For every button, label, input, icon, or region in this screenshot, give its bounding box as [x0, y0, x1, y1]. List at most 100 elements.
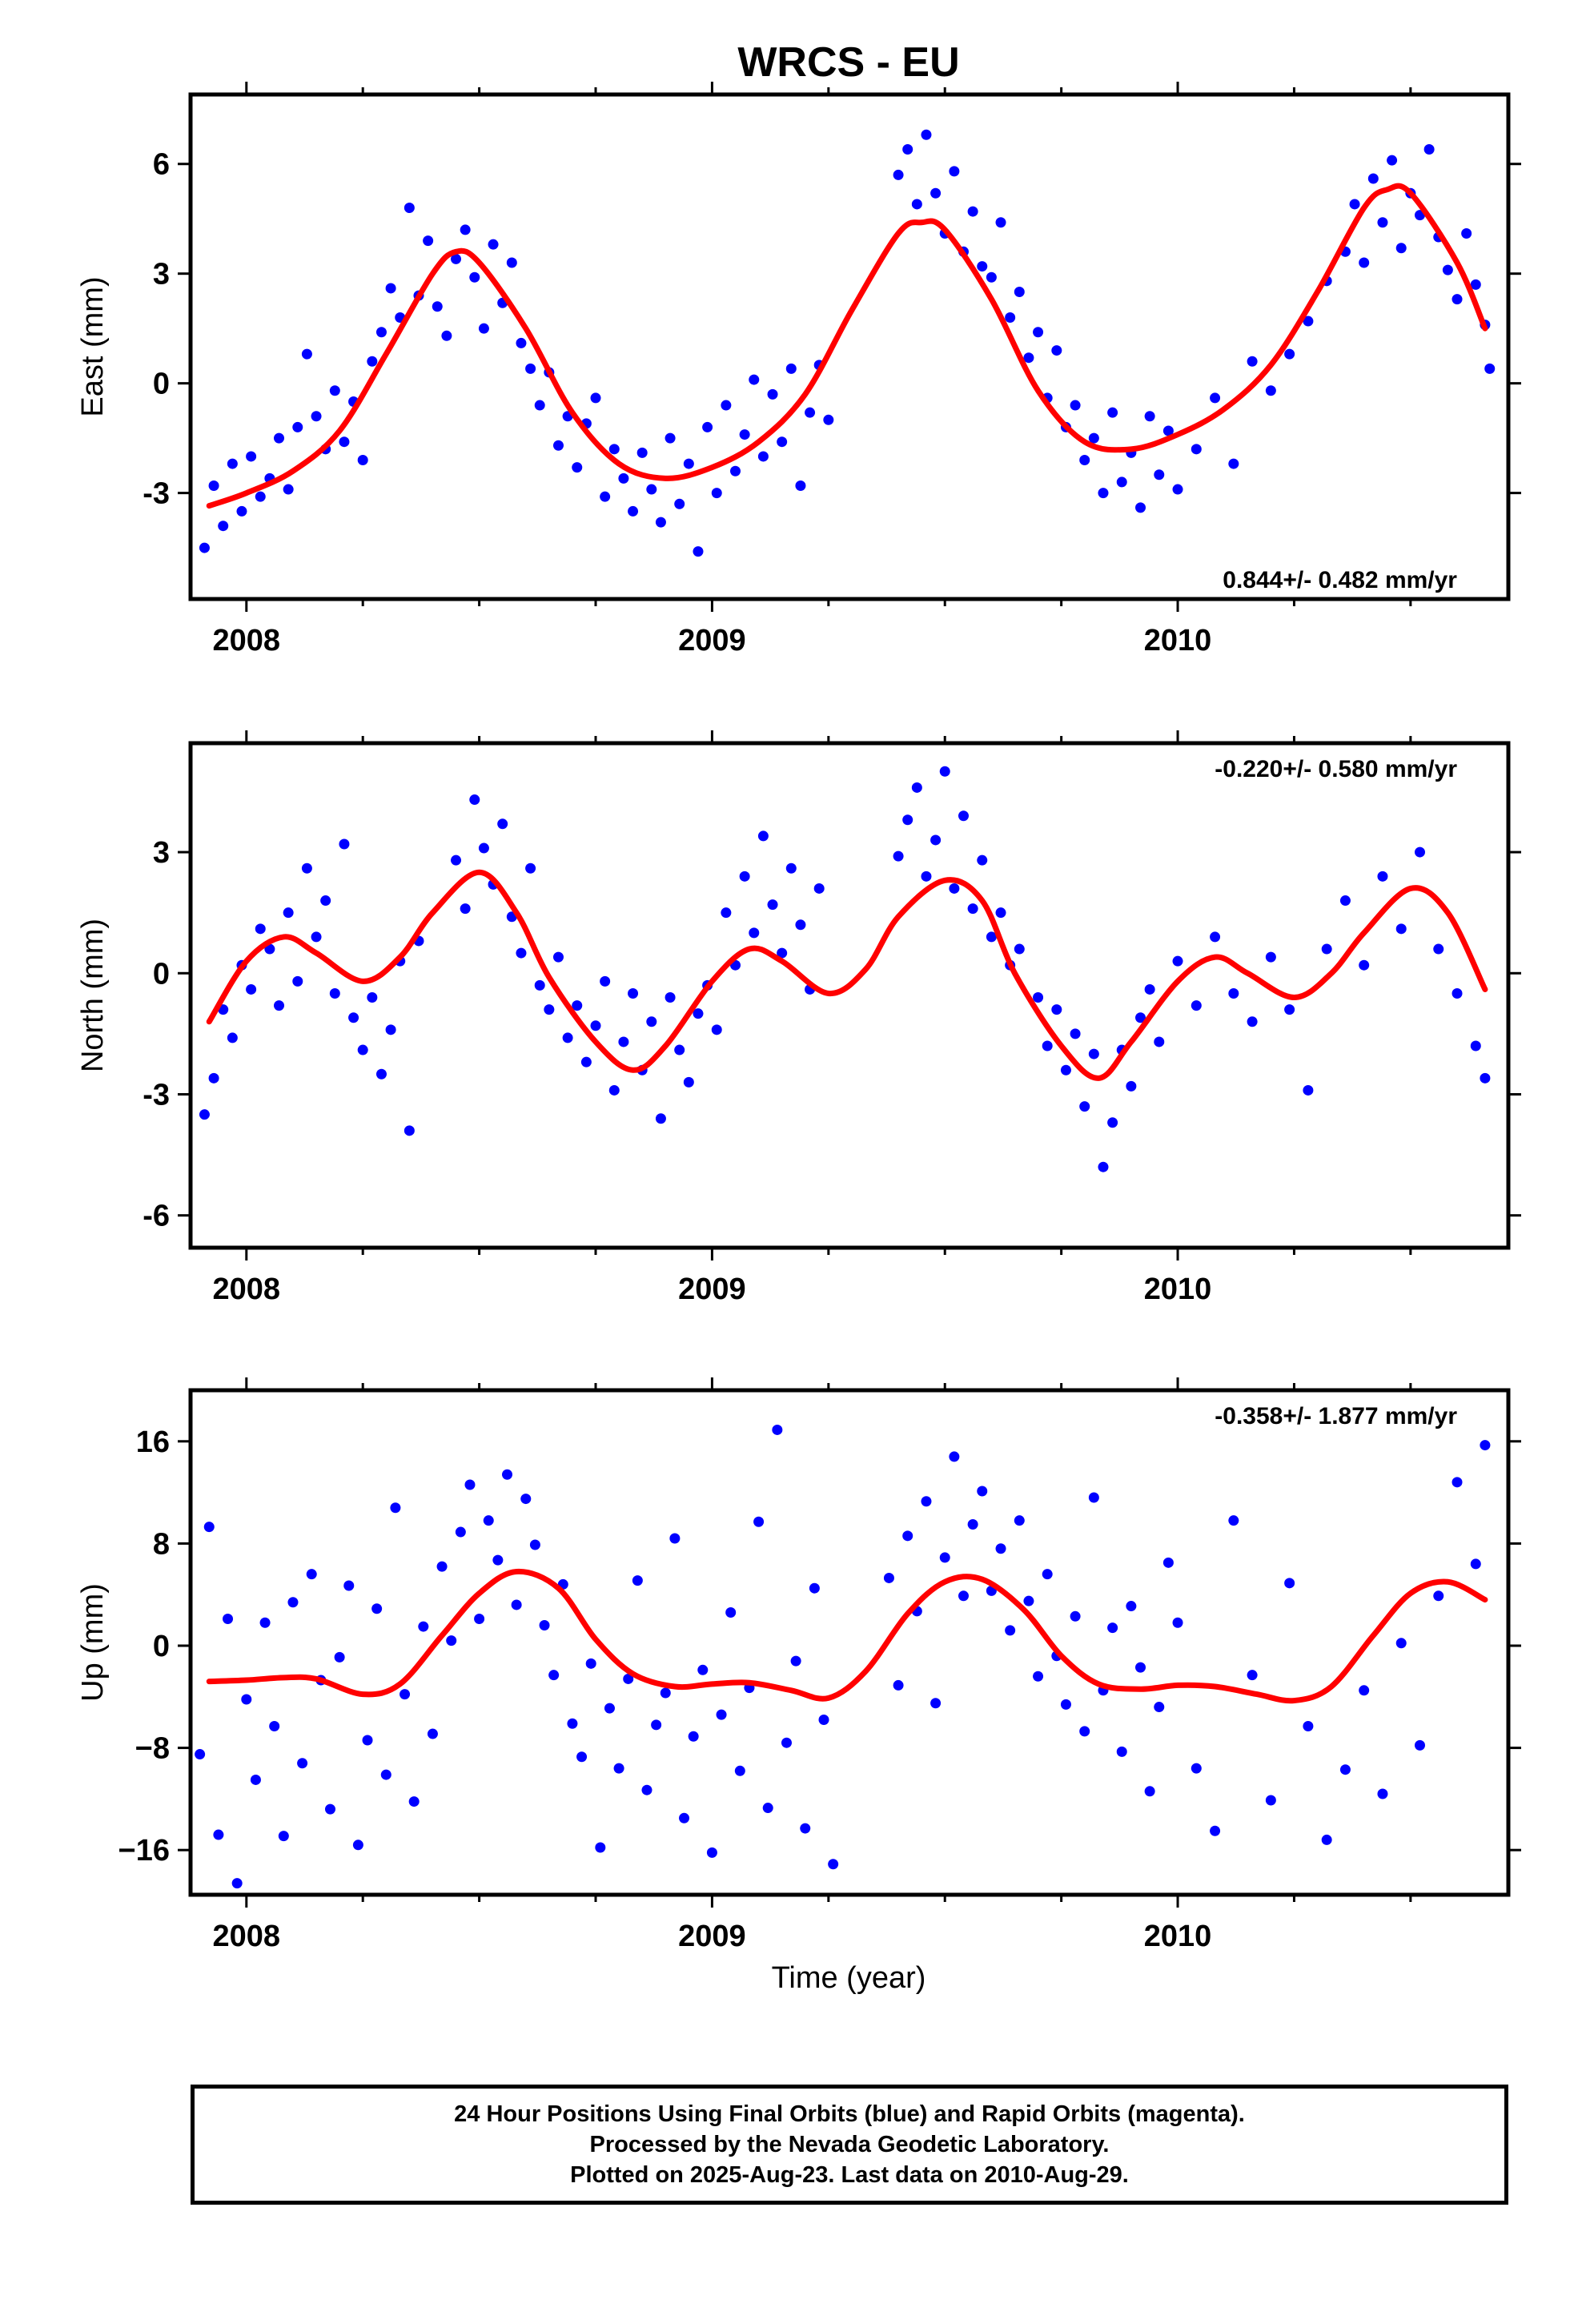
- data-point: [334, 1651, 345, 1663]
- data-point: [632, 1575, 643, 1586]
- data-point: [1377, 870, 1388, 882]
- data-point: [241, 1694, 252, 1705]
- data-point: [1154, 1036, 1165, 1047]
- data-point: [739, 870, 750, 882]
- data-point: [287, 1597, 299, 1608]
- data-point: [544, 1004, 555, 1015]
- data-point: [488, 239, 499, 250]
- data-point: [404, 203, 415, 214]
- data-point: [311, 411, 322, 422]
- data-point: [805, 407, 816, 418]
- data-point: [283, 907, 294, 919]
- data-point: [1144, 983, 1155, 995]
- data-point: [977, 854, 988, 866]
- data-point: [604, 1703, 615, 1714]
- data-point: [1098, 488, 1109, 499]
- data-point: [1107, 1117, 1118, 1128]
- data-point: [795, 919, 806, 931]
- data-point: [702, 421, 713, 432]
- data-point: [259, 1617, 271, 1628]
- data-point: [1395, 243, 1407, 254]
- data-point: [1247, 1670, 1258, 1681]
- data-point: [1442, 264, 1453, 275]
- data-point: [721, 400, 732, 411]
- data-point: [380, 1769, 391, 1780]
- data-point: [986, 931, 997, 943]
- y-axis-label: East (mm): [76, 276, 110, 416]
- data-point: [367, 356, 378, 367]
- data-point: [329, 987, 340, 999]
- data-point: [292, 975, 303, 987]
- y-axis-label: Up (mm): [76, 1583, 110, 1702]
- data-point: [977, 1486, 988, 1497]
- data-point: [1191, 444, 1202, 455]
- y-tick-label: -3: [143, 1078, 170, 1112]
- data-point: [301, 862, 312, 874]
- data-point: [1303, 1084, 1314, 1096]
- data-point: [688, 1731, 699, 1742]
- data-point: [492, 1554, 504, 1566]
- data-point: [800, 1823, 811, 1834]
- x-axis-label: Time (year): [772, 1961, 926, 1995]
- data-point: [576, 1751, 588, 1763]
- data-point: [511, 1599, 522, 1610]
- data-point: [562, 1032, 573, 1043]
- data-point: [762, 1803, 773, 1814]
- data-point: [1228, 458, 1239, 469]
- data-point: [264, 943, 275, 955]
- data-point: [199, 1109, 210, 1120]
- data-point: [1162, 1557, 1174, 1568]
- data-layer: [199, 129, 1496, 557]
- data-point: [208, 480, 219, 491]
- data-point: [1051, 1004, 1062, 1015]
- data-point: [813, 883, 825, 894]
- data-point: [655, 1113, 666, 1124]
- data-point: [1135, 1662, 1146, 1673]
- data-point: [1433, 943, 1444, 955]
- data-point: [986, 271, 997, 283]
- data-point: [455, 1526, 466, 1538]
- data-point: [1079, 1101, 1090, 1112]
- data-point: [311, 931, 322, 943]
- data-point: [683, 458, 694, 469]
- data-point: [902, 814, 913, 826]
- data-point: [567, 1718, 578, 1729]
- data-point: [400, 1689, 411, 1700]
- panel-east: 2008 2009 2010 -3 0 3 6 East (mm) 0.844+/- 0.482…: [76, 82, 1521, 657]
- data-point: [385, 1024, 396, 1035]
- data-point: [1470, 279, 1481, 290]
- data-point: [1247, 356, 1258, 367]
- data-point: [371, 1603, 383, 1614]
- data-point: [516, 947, 527, 959]
- y-tick-label: 16: [136, 1425, 170, 1459]
- data-point: [911, 782, 922, 793]
- data-point: [367, 992, 378, 1003]
- data-point: [1339, 1764, 1351, 1775]
- data-point: [1377, 217, 1388, 228]
- data-point: [427, 1728, 438, 1739]
- data-point: [1051, 345, 1062, 356]
- data-point: [1359, 1685, 1370, 1696]
- data-point: [283, 484, 294, 495]
- data-point: [506, 257, 517, 268]
- rate-annotation: 0.844+/- 0.482 mm/yr: [1223, 567, 1457, 593]
- panel-north: 2008 2009 2010 -6 -3 0 3 North (mm) -0.220+/- 0.…: [76, 730, 1521, 1306]
- data-point: [1470, 1558, 1481, 1570]
- y-axis-label: North (mm): [76, 919, 110, 1072]
- data-point: [357, 1044, 368, 1055]
- data-point: [967, 206, 978, 217]
- y-tick-label: −8: [135, 1732, 170, 1766]
- data-point: [1172, 484, 1183, 495]
- data-point: [474, 1613, 485, 1624]
- y-tick-label: 8: [153, 1527, 170, 1561]
- data-point: [641, 1784, 652, 1795]
- data-point: [767, 899, 778, 911]
- data-point: [730, 465, 741, 476]
- data-point: [655, 517, 666, 528]
- data-point: [534, 979, 545, 991]
- data-point: [1387, 155, 1398, 166]
- data-point: [520, 1494, 532, 1505]
- data-point: [693, 546, 704, 557]
- data-point: [1116, 476, 1127, 488]
- data-point: [203, 1522, 215, 1533]
